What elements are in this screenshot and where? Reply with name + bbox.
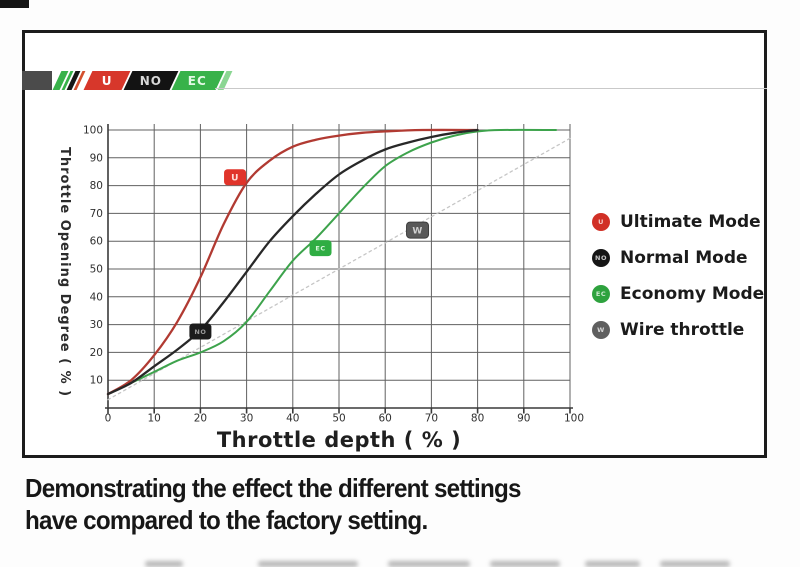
legend-item-ultimate: U Ultimate Mode <box>592 211 764 232</box>
legend-label: Wire throttle <box>620 319 745 340</box>
ultimate-mode-dot-icon: U <box>592 212 610 231</box>
caption-line-1: Demonstrating the effect the different s… <box>25 473 521 503</box>
y-axis-title: Throttle Opening Degree ( % ) <box>57 146 72 398</box>
legend-label: Normal Mode <box>620 247 748 268</box>
legend-item-economy: EC Economy Mode <box>592 283 765 304</box>
bottom-crop-artifact <box>0 558 800 567</box>
banner-stripes <box>52 71 86 90</box>
top-left-crop-artifact <box>0 0 29 8</box>
banner-rule-line <box>215 88 767 89</box>
banner-segment-ultimate: U <box>83 71 131 90</box>
legend-label: Economy Mode <box>620 283 765 304</box>
legend-item-normal: NO Normal Mode <box>592 247 764 268</box>
chart-legend: U Ultimate Mode NO Normal Mode EC Econom… <box>592 211 765 340</box>
banner-gray-bar <box>22 71 52 90</box>
banner-segment-label: NO <box>139 73 163 88</box>
economy-mode-dot-icon: EC <box>592 284 610 303</box>
wire-throttle-dot-icon: W <box>592 320 610 339</box>
banner-segment-label: EC <box>188 73 208 88</box>
legend-item-wire: W Wire throttle <box>592 319 764 340</box>
banner-segment-normal: NO <box>123 71 179 90</box>
figure-caption: Demonstrating the effect the different s… <box>25 472 546 536</box>
brand-banner: U NO EC <box>22 71 233 90</box>
x-axis-title: Throttle depth ( % ) <box>216 428 462 452</box>
banner-segment-label: U <box>101 73 113 88</box>
caption-line-2: have compared to the factory setting. <box>25 505 428 535</box>
legend-label: Ultimate Mode <box>620 211 761 232</box>
normal-mode-dot-icon: NO <box>592 248 610 267</box>
